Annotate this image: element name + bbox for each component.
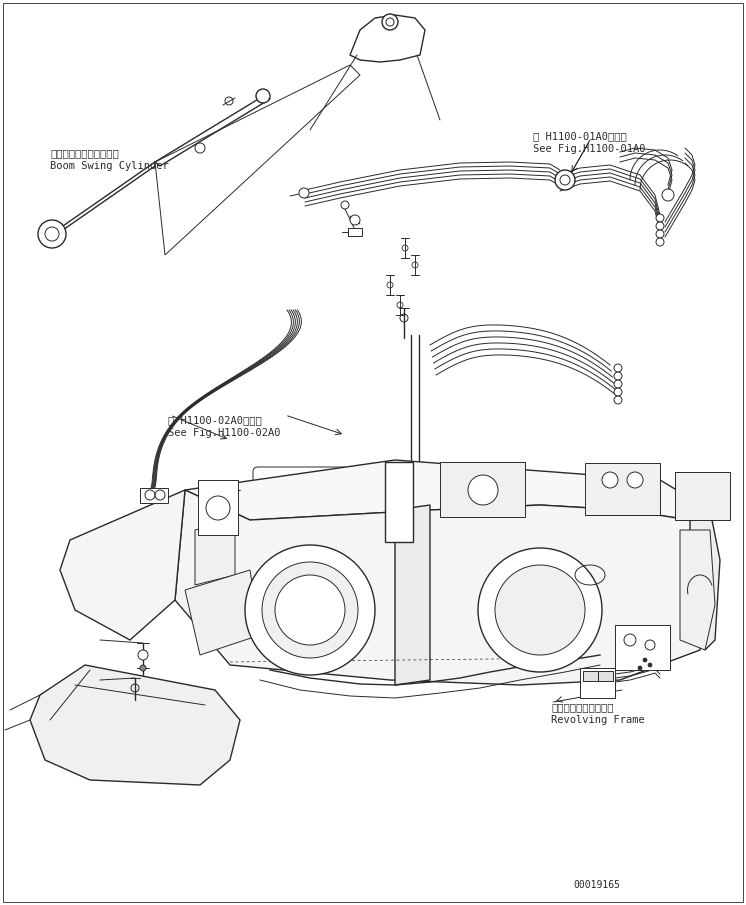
Circle shape <box>138 650 148 660</box>
Bar <box>580 668 615 698</box>
Circle shape <box>382 14 398 30</box>
Text: レボルビングフレーム
Revolving Frame: レボルビングフレーム Revolving Frame <box>551 702 645 725</box>
Text: 第 H1100-02A0図参照
See Fig.H1100-02A0: 第 H1100-02A0図参照 See Fig.H1100-02A0 <box>168 415 280 438</box>
Polygon shape <box>30 665 240 785</box>
Circle shape <box>643 658 647 662</box>
Text: ブームスイングシリンダ
Boom Swing Cylinder: ブームスイングシリンダ Boom Swing Cylinder <box>50 148 169 171</box>
Bar <box>583 671 598 681</box>
Bar <box>585 463 660 515</box>
Polygon shape <box>350 15 425 62</box>
Circle shape <box>656 214 664 222</box>
FancyBboxPatch shape <box>449 524 551 611</box>
Circle shape <box>638 666 642 670</box>
Circle shape <box>350 215 360 225</box>
Circle shape <box>627 472 643 488</box>
Circle shape <box>140 665 146 671</box>
Circle shape <box>275 575 345 645</box>
Polygon shape <box>395 505 430 685</box>
Polygon shape <box>195 520 235 585</box>
Bar <box>675 472 730 520</box>
Circle shape <box>299 188 309 198</box>
Circle shape <box>656 230 664 238</box>
FancyBboxPatch shape <box>253 467 348 537</box>
Circle shape <box>656 238 664 246</box>
Circle shape <box>478 548 602 672</box>
Polygon shape <box>280 555 340 595</box>
Polygon shape <box>155 95 270 166</box>
Bar <box>598 671 613 681</box>
Circle shape <box>495 565 585 655</box>
Circle shape <box>648 663 652 667</box>
Text: 00019165: 00019165 <box>573 880 620 890</box>
Text: 第 H1100-01A0図参照
See Fig.H1100-01A0: 第 H1100-01A0図参照 See Fig.H1100-01A0 <box>533 131 645 154</box>
Polygon shape <box>60 490 185 640</box>
Circle shape <box>602 472 618 488</box>
Polygon shape <box>680 530 715 650</box>
Circle shape <box>614 396 622 404</box>
Bar <box>440 462 525 517</box>
Circle shape <box>206 496 230 520</box>
Circle shape <box>614 364 622 372</box>
Bar <box>198 480 238 535</box>
Circle shape <box>262 562 358 658</box>
Circle shape <box>555 170 575 190</box>
Circle shape <box>614 380 622 388</box>
Bar <box>385 462 413 542</box>
Circle shape <box>195 143 205 153</box>
Circle shape <box>45 227 59 241</box>
Bar <box>615 625 670 670</box>
Polygon shape <box>185 570 260 655</box>
Polygon shape <box>185 460 710 520</box>
Circle shape <box>38 220 66 248</box>
Circle shape <box>245 545 375 675</box>
Bar <box>348 228 362 236</box>
Circle shape <box>468 475 498 505</box>
Bar <box>140 488 168 503</box>
Circle shape <box>656 222 664 230</box>
Circle shape <box>662 189 674 201</box>
Circle shape <box>256 89 270 103</box>
Circle shape <box>614 388 622 396</box>
Polygon shape <box>175 490 705 685</box>
Circle shape <box>614 372 622 380</box>
Polygon shape <box>690 510 720 650</box>
